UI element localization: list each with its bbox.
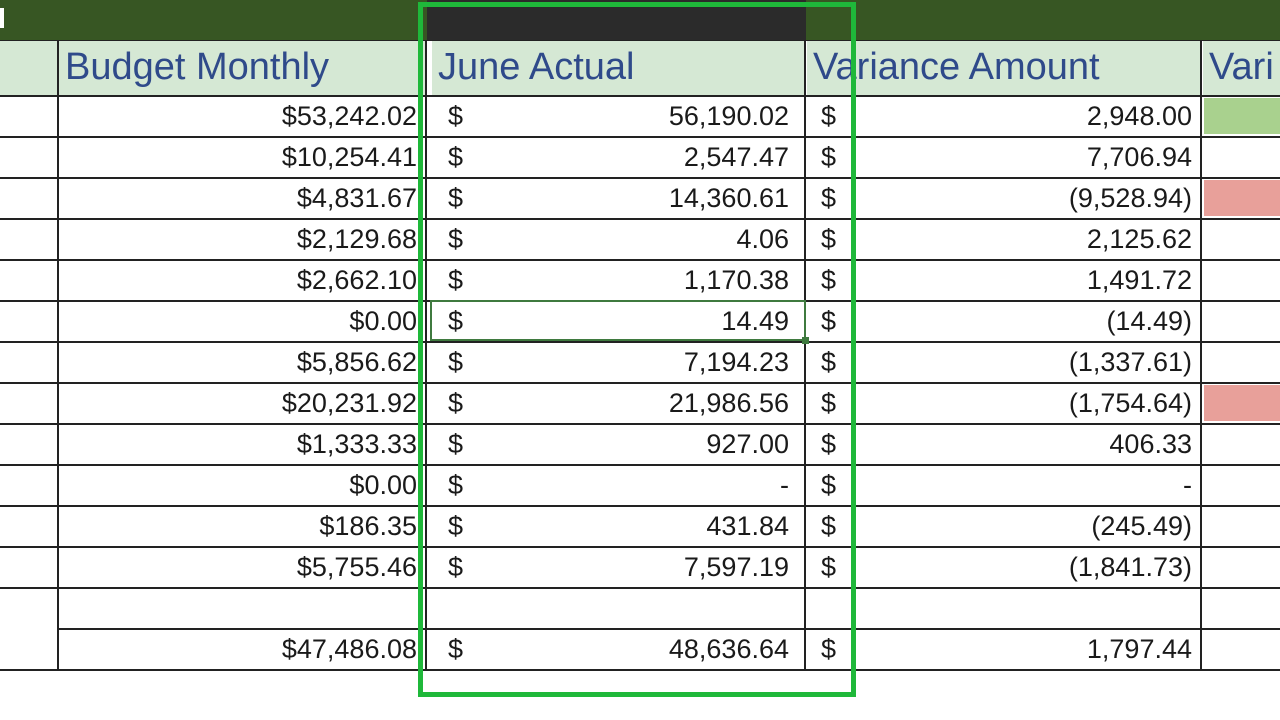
- variance-cell[interactable]: (1,841.73): [1068, 552, 1192, 582]
- budget-cell[interactable]: $20,231.92: [281, 388, 417, 418]
- actual-currency-symbol: $: [448, 347, 464, 377]
- actual-cell[interactable]: 431.84: [706, 511, 789, 541]
- budget-cell[interactable]: $10,254.41: [281, 142, 417, 172]
- budget-cell[interactable]: $2,129.68: [296, 224, 417, 254]
- variance-flag-red: [1204, 180, 1280, 216]
- variance-cell[interactable]: 2,125.62: [1086, 224, 1192, 254]
- row-gridline: [0, 218, 1280, 220]
- variance-currency-symbol: $: [821, 101, 837, 131]
- column-gridline: [425, 40, 427, 671]
- actual-cell[interactable]: 4.06: [736, 224, 789, 254]
- variance-currency-symbol: $: [821, 470, 837, 500]
- header-june-actual[interactable]: June Actual: [432, 40, 804, 95]
- row-gridline: [0, 546, 1280, 548]
- budget-cell[interactable]: $2,662.10: [296, 265, 417, 295]
- variance-cell[interactable]: 2,948.00: [1086, 101, 1192, 131]
- budget-cell[interactable]: $0.00: [349, 470, 417, 500]
- variance-cell[interactable]: 1,491.72: [1086, 265, 1192, 295]
- budget-cell[interactable]: $0.00: [349, 306, 417, 336]
- row-gridline: [59, 628, 1280, 630]
- variance-currency-symbol: $: [821, 142, 837, 172]
- actual-currency-symbol: $: [448, 142, 464, 172]
- budget-cell[interactable]: [59, 588, 425, 629]
- row-gridline: [0, 177, 1280, 179]
- header-cell-blank[interactable]: [0, 40, 57, 95]
- actual-currency-symbol: $: [448, 552, 464, 582]
- column-gridline: [1200, 40, 1202, 41]
- actual-cell[interactable]: 48,636.64: [668, 634, 789, 664]
- variance-currency-symbol: $: [821, 429, 837, 459]
- actual-currency-symbol: $: [448, 101, 464, 131]
- variance-cell[interactable]: (14.49): [1106, 306, 1192, 336]
- variance-currency-symbol: $: [821, 347, 837, 377]
- header-budget-monthly[interactable]: Budget Monthly: [59, 40, 425, 95]
- budget-cell[interactable]: $5,755.46: [296, 552, 417, 582]
- variance-currency-symbol: $: [821, 511, 837, 541]
- variance-flag-green: [1204, 98, 1280, 134]
- row-gridline: [0, 587, 1280, 589]
- active-cell-outline[interactable]: [430, 300, 806, 341]
- variance-cell[interactable]: 406.33: [1109, 429, 1192, 459]
- variance-currency-symbol: $: [821, 634, 837, 664]
- june-actual-highlight-box: [418, 2, 856, 697]
- actual-cell[interactable]: 14.49: [721, 306, 789, 336]
- actual-cell[interactable]: 56,190.02: [668, 101, 789, 131]
- row-gridline: [0, 95, 1280, 97]
- actual-currency-symbol: $: [448, 183, 464, 213]
- actual-currency-symbol: $: [448, 265, 464, 295]
- actual-cell[interactable]: 21,986.56: [668, 388, 789, 418]
- budget-cell[interactable]: $4,831.67: [296, 183, 417, 213]
- actual-currency-symbol: $: [448, 306, 464, 336]
- actual-currency-symbol: $: [448, 224, 464, 254]
- actual-cell[interactable]: 7,194.23: [683, 347, 789, 377]
- variance-cell[interactable]: (245.49): [1091, 511, 1192, 541]
- header-variance-partial[interactable]: Vari: [1203, 40, 1280, 95]
- variance-cell[interactable]: (1,337.61): [1068, 347, 1192, 377]
- variance-currency-symbol: $: [821, 224, 837, 254]
- row-gridline: [0, 669, 1280, 671]
- actual-cell[interactable]: 14,360.61: [668, 183, 789, 213]
- actual-cell[interactable]: 2,547.47: [683, 142, 789, 172]
- actual-currency-symbol: $: [448, 511, 464, 541]
- row-gridline: [0, 464, 1280, 466]
- actual-cell[interactable]: -: [780, 470, 789, 500]
- variance-currency-symbol: $: [821, 388, 837, 418]
- actual-cell[interactable]: 7,597.19: [683, 552, 789, 582]
- budget-cell[interactable]: $53,242.02: [281, 101, 417, 131]
- row-gridline: [0, 341, 1280, 343]
- title-bar-edge: [0, 8, 4, 28]
- actual-cell[interactable]: 927.00: [706, 429, 789, 459]
- header-top-gridline: [0, 40, 1280, 41]
- variance-currency-symbol: $: [821, 306, 837, 336]
- budget-cell[interactable]: $5,856.62: [296, 347, 417, 377]
- row-gridline: [0, 505, 1280, 507]
- variance-cell[interactable]: 1,797.44: [1086, 634, 1192, 664]
- budget-cell[interactable]: $1,333.33: [296, 429, 417, 459]
- budget-cell[interactable]: $186.35: [319, 511, 417, 541]
- variance-cell[interactable]: 7,706.94: [1086, 142, 1192, 172]
- row-gridline: [0, 259, 1280, 261]
- actual-currency-symbol: $: [448, 429, 464, 459]
- budget-cell[interactable]: $47,486.08: [281, 634, 417, 664]
- variance-cell[interactable]: -: [1183, 470, 1192, 500]
- variance-flag-red: [1204, 385, 1280, 421]
- header-variance-amount[interactable]: Variance Amount: [807, 40, 1200, 95]
- variance-cell[interactable]: (9,528.94): [1068, 183, 1192, 213]
- column-gridline: [57, 40, 59, 671]
- actual-currency-symbol: $: [448, 634, 464, 664]
- variance-currency-symbol: $: [821, 552, 837, 582]
- variance-currency-symbol: $: [821, 265, 837, 295]
- variance-cell[interactable]: (1,754.64): [1068, 388, 1192, 418]
- row-gridline: [0, 382, 1280, 384]
- column-gridline: [1200, 40, 1202, 671]
- row-gridline: [0, 136, 1280, 138]
- variance-cell[interactable]: [867, 588, 1200, 629]
- column-gridline: [804, 40, 806, 671]
- actual-cell[interactable]: 1,170.38: [683, 265, 789, 295]
- actual-currency-symbol: $: [448, 470, 464, 500]
- variance-currency-symbol: $: [821, 183, 837, 213]
- row-gridline: [0, 423, 1280, 425]
- actual-currency-symbol: $: [448, 388, 464, 418]
- fill-handle[interactable]: [802, 337, 809, 344]
